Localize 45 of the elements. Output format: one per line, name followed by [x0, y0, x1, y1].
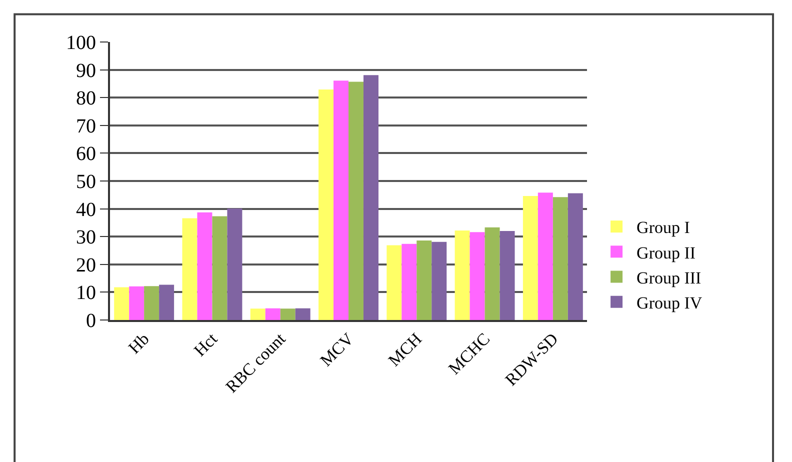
- bar: [334, 80, 348, 320]
- bar: [416, 240, 432, 320]
- y-tick-label: 10: [76, 282, 96, 304]
- bar: [295, 308, 310, 320]
- y-tick-label: 0: [86, 310, 96, 332]
- bar: [538, 192, 553, 320]
- bar: [484, 227, 500, 320]
- y-tick-label: 40: [76, 198, 96, 221]
- bar: [182, 218, 198, 320]
- bar: [144, 286, 160, 320]
- bar: [197, 212, 212, 320]
- legend-label: Group III: [636, 268, 702, 288]
- bar: [363, 75, 378, 320]
- bar: [552, 197, 568, 320]
- x-tick-label: Hct: [190, 329, 222, 360]
- legend-label: Group I: [636, 218, 690, 238]
- bar: [265, 308, 280, 320]
- y-tick-label: 50: [76, 171, 96, 193]
- bar: [250, 308, 266, 320]
- bar: [129, 286, 144, 320]
- y-tick-label: 70: [76, 115, 96, 138]
- bar: [522, 196, 538, 320]
- legend-label: Group II: [636, 243, 696, 262]
- bar: [432, 242, 447, 320]
- bar: [318, 90, 334, 320]
- bar: [212, 216, 228, 320]
- bar: [402, 244, 417, 320]
- bar: [470, 232, 485, 320]
- y-tick-label: 80: [76, 88, 96, 110]
- bar: [386, 245, 402, 320]
- bar: [227, 208, 242, 320]
- bar: [500, 231, 515, 320]
- x-tick-label: Hb: [124, 329, 153, 358]
- bar: [159, 284, 174, 320]
- bar: [348, 82, 364, 320]
- y-tick-label: 90: [76, 60, 96, 82]
- legend-label: Group IV: [636, 293, 703, 312]
- bar: [454, 230, 470, 320]
- y-tick-label: 20: [76, 254, 96, 276]
- y-tick-label: 100: [66, 32, 96, 54]
- bar: [280, 308, 296, 320]
- bar: [114, 287, 130, 320]
- y-tick-label: 60: [76, 143, 96, 166]
- y-tick-label: 30: [76, 226, 96, 249]
- bar: [568, 193, 583, 320]
